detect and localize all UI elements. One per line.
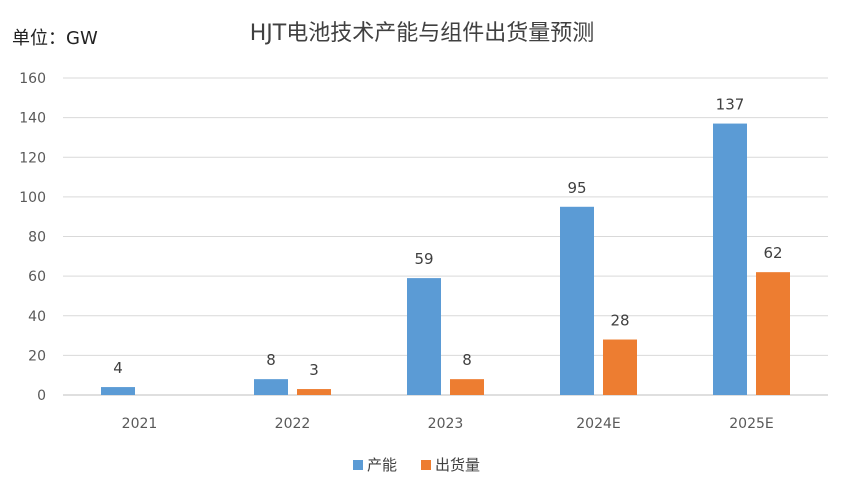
data-label: 4 bbox=[113, 359, 123, 377]
data-label: 28 bbox=[610, 312, 629, 330]
data-label: 95 bbox=[567, 179, 586, 197]
legend-label: 出货量 bbox=[435, 456, 480, 474]
bar-capacity bbox=[407, 278, 441, 395]
data-label: 137 bbox=[716, 96, 745, 114]
data-label: 8 bbox=[462, 351, 472, 369]
y-tick-label: 160 bbox=[19, 71, 46, 87]
chart-title: HJT电池技术产能与组件出货量预测 bbox=[250, 21, 594, 46]
bar-capacity bbox=[254, 379, 288, 395]
y-tick-label: 140 bbox=[19, 111, 46, 127]
y-tick-label: 40 bbox=[28, 309, 46, 325]
y-tick-label: 20 bbox=[28, 348, 46, 364]
legend: 产能 出货量 bbox=[353, 456, 480, 474]
x-tick-label: 2023 bbox=[428, 416, 464, 432]
bar-capacity bbox=[101, 387, 135, 395]
x-tick-label: 2021 bbox=[122, 416, 158, 432]
y-axis: 0 20 40 60 80 100 120 140 160 bbox=[19, 71, 46, 404]
x-tick-label: 2025E bbox=[729, 416, 773, 432]
y-tick-label: 0 bbox=[37, 388, 46, 404]
x-tick-label: 2022 bbox=[275, 416, 311, 432]
bar-shipment bbox=[297, 389, 331, 395]
data-label: 8 bbox=[266, 351, 276, 369]
x-axis: 2021 2022 2023 2024E 2025E bbox=[122, 416, 774, 432]
x-tick-label: 2024E bbox=[576, 416, 620, 432]
legend-swatch bbox=[353, 460, 363, 470]
legend-swatch bbox=[421, 460, 431, 470]
legend-label: 产能 bbox=[367, 456, 397, 474]
bar-capacity bbox=[560, 206, 594, 395]
bar-shipment bbox=[756, 272, 790, 395]
data-label: 59 bbox=[414, 250, 433, 268]
y-tick-label: 60 bbox=[28, 269, 46, 285]
bars: 4 8 3 59 8 95 28 137 62 bbox=[101, 96, 790, 395]
y-tick-label: 120 bbox=[19, 150, 46, 166]
data-label: 3 bbox=[309, 361, 319, 379]
bar-shipment bbox=[603, 339, 637, 395]
gridlines bbox=[63, 77, 828, 396]
y-tick-label: 100 bbox=[19, 190, 46, 206]
unit-label: 单位：GW bbox=[12, 28, 98, 49]
bar-capacity bbox=[713, 123, 747, 395]
y-tick-label: 80 bbox=[28, 230, 46, 246]
data-label: 62 bbox=[763, 244, 782, 262]
bar-shipment bbox=[450, 379, 484, 395]
